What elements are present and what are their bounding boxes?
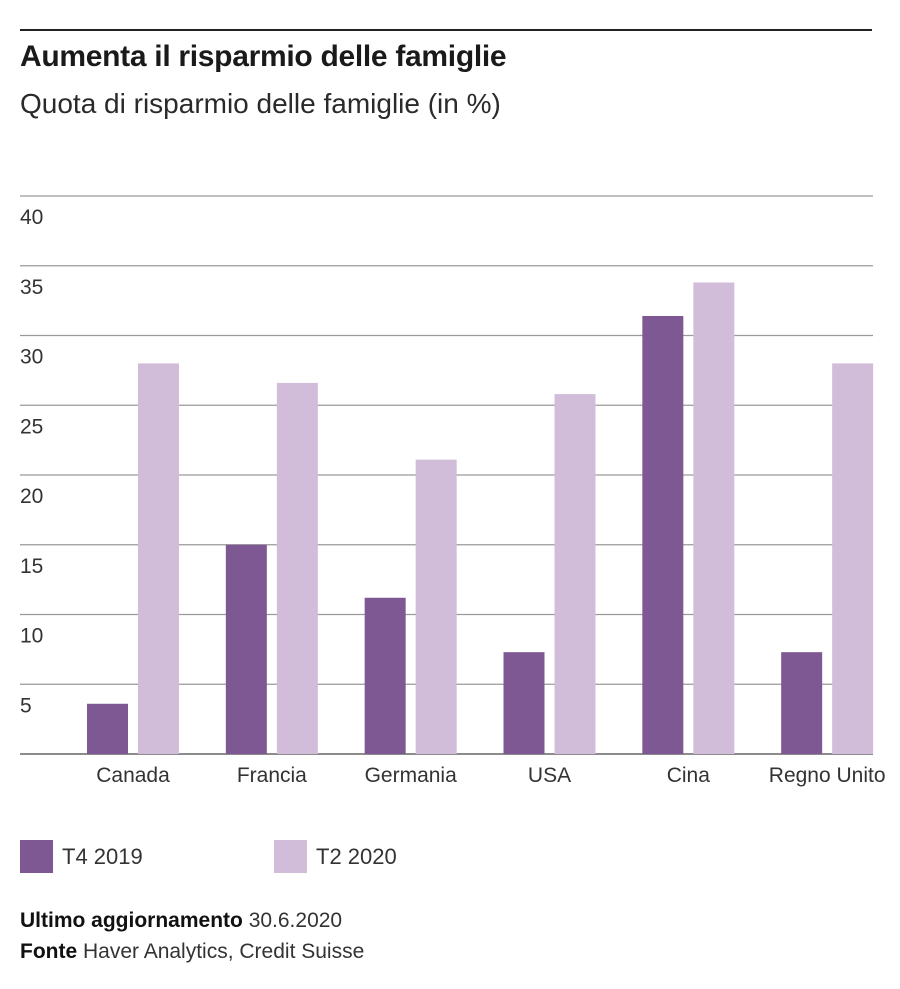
legend: T4 2019 T2 2020 [20, 840, 880, 876]
y-tick-label-20: 20 [20, 485, 43, 508]
y-tick-label-30: 30 [20, 346, 43, 369]
source-value: Haver Analytics, Credit Suisse [83, 940, 365, 963]
updated-label: Ultimo aggiornamento [20, 909, 243, 932]
bar-usa-t4-2019 [503, 652, 545, 754]
bar-regno-unito-t2-2020 [832, 363, 874, 754]
x-tick-label-cina: Cina [667, 764, 711, 787]
x-tick-label-germania: Germania [365, 764, 458, 787]
bar-germania-t2-2020 [415, 459, 457, 754]
y-tick-label-15: 15 [20, 555, 43, 578]
legend-swatch-t4-2019 [20, 840, 53, 873]
y-tick-label-25: 25 [20, 415, 43, 438]
bar-francia-t4-2019 [225, 544, 267, 754]
y-tick-label-40: 40 [20, 206, 43, 229]
chart-subtitle: Quota di risparmio delle famiglie (in %) [20, 88, 501, 119]
footnote-source: Fonte Haver Analytics, Credit Suisse [20, 940, 364, 964]
source-label: Fonte [20, 940, 78, 963]
y-tick-label-10: 10 [20, 625, 43, 648]
legend-item-t2-2020: T2 2020 [274, 840, 397, 873]
legend-item-t4-2019: T4 2019 [20, 840, 143, 873]
legend-label-t4-2019: T4 2019 [62, 843, 143, 869]
footnote-updated: Ultimo aggiornamento 30.6.2020 [20, 909, 342, 933]
bar-usa-t2-2020 [554, 394, 596, 754]
x-tick-label-usa: USA [528, 764, 571, 787]
x-tick-label-francia: Francia [237, 764, 307, 787]
legend-swatch-t2-2020 [274, 840, 307, 873]
top-rule [20, 29, 872, 31]
bar-canada-t2-2020 [138, 363, 179, 754]
bar-chart: 5 10 15 20 25 30 35 40 Canada Francia Germania USA C… [20, 195, 886, 787]
chart-title: Aumenta il risparmio delle famiglie [20, 40, 507, 73]
bar-germania-t4-2019 [364, 597, 406, 754]
legend-label-t2-2020: T2 2020 [316, 843, 397, 869]
x-tick-label-regno-unito: Regno Unito [769, 764, 886, 787]
bar-cina-t2-2020 [693, 282, 735, 754]
updated-value: 30.6.2020 [248, 909, 343, 932]
bar-canada-t4-2019 [87, 703, 128, 754]
y-tick-label-5: 5 [20, 694, 32, 717]
bar-regno-unito-t4-2019 [781, 652, 823, 754]
bar-cina-t4-2019 [642, 315, 684, 754]
x-tick-label-canada: Canada [96, 764, 170, 787]
bar-francia-t2-2020 [276, 382, 318, 754]
y-tick-label-35: 35 [20, 276, 43, 299]
